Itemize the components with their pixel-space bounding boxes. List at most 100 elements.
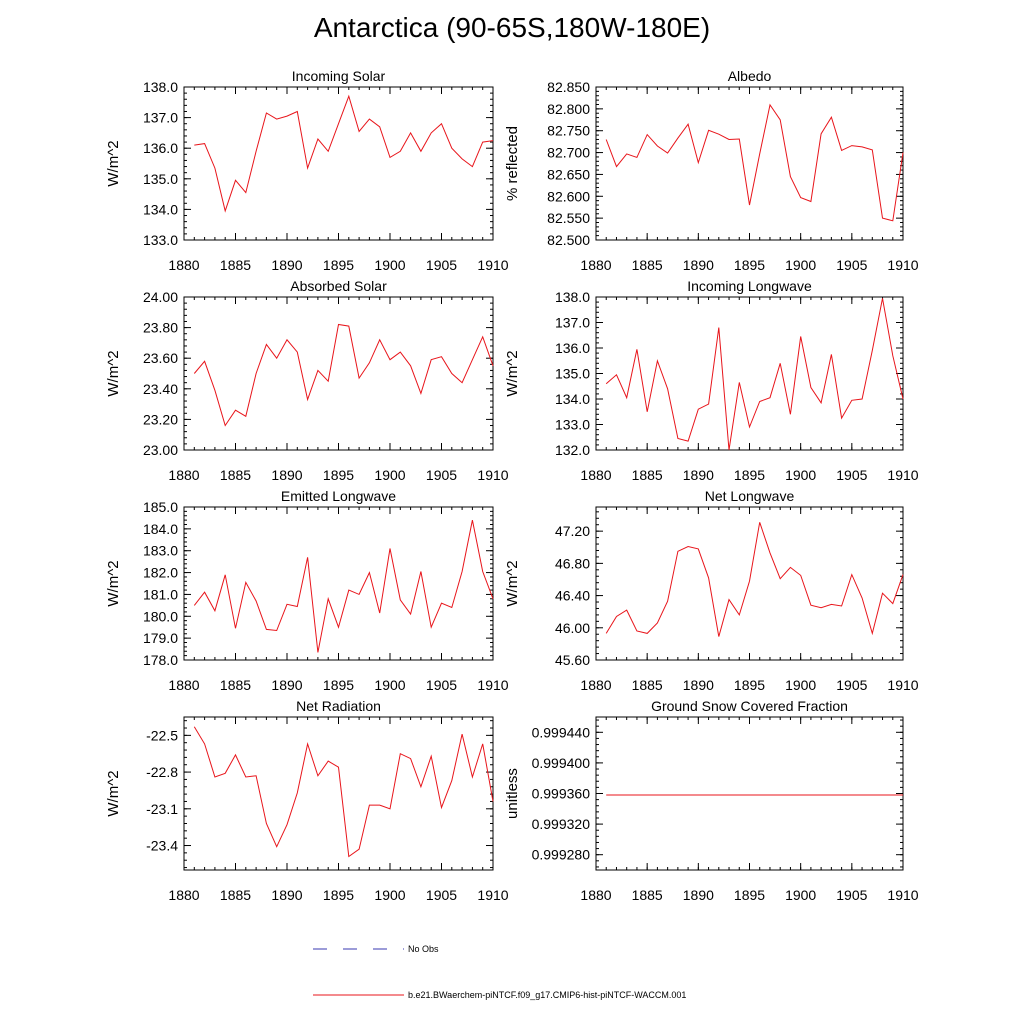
y-tick-label: 0.999360: [532, 786, 591, 802]
y-tick-label: 0.999280: [532, 847, 591, 863]
x-tick-label: 1880: [168, 257, 199, 273]
panel-title: Net Radiation: [296, 698, 381, 714]
x-tick-label: 1880: [580, 467, 611, 483]
y-axis-label: W/m^2: [105, 350, 122, 396]
y-tick-label: 183.0: [143, 543, 178, 559]
y-tick-label: 135.0: [555, 366, 590, 382]
y-tick-label: 178.0: [143, 652, 178, 668]
x-tick-label: 1885: [220, 257, 251, 273]
y-tick-label: 0.999320: [532, 816, 591, 832]
x-tick-label: 1900: [374, 257, 405, 273]
y-tick-label: 132.0: [555, 442, 590, 458]
y-tick-label: 134.0: [555, 391, 590, 407]
y-tick-label: 23.80: [143, 320, 178, 336]
y-axis-label: W/m^2: [105, 770, 122, 816]
x-tick-label: 1900: [785, 467, 816, 483]
y-axis-label: W/m^2: [105, 560, 122, 606]
x-tick-label: 1885: [632, 257, 663, 273]
y-tick-label: 82.800: [547, 101, 590, 117]
x-tick-label: 1880: [168, 887, 199, 903]
series-line: [193, 726, 494, 858]
y-tick-label: 0.999400: [532, 755, 591, 771]
y-tick-label: 23.60: [143, 350, 178, 366]
x-tick-label: 1895: [734, 887, 765, 903]
x-tick-label: 1905: [426, 257, 457, 273]
panel-title: Albedo: [728, 68, 772, 84]
y-tick-label: 134.0: [143, 201, 178, 217]
x-tick-label: 1900: [374, 887, 405, 903]
x-tick-label: 1885: [220, 467, 251, 483]
y-tick-label: 45.60: [555, 652, 590, 668]
series-line: [193, 323, 494, 427]
y-tick-label: 0.999440: [532, 724, 591, 740]
y-tick-label: 46.40: [555, 588, 590, 604]
panel-2: Albedo 1880 1885 1890 1895 1900 1905 1910 82.500…: [504, 68, 919, 273]
y-tick-label: 82.750: [547, 123, 590, 139]
y-tick-label: 23.20: [143, 411, 178, 427]
series-line: [605, 522, 904, 637]
x-tick-label: 1890: [683, 887, 714, 903]
series-line: [193, 520, 494, 653]
panel-title: Absorbed Solar: [290, 278, 387, 294]
x-tick-label: 1890: [683, 677, 714, 693]
x-tick-label: 1895: [323, 677, 354, 693]
x-tick-label: 1895: [734, 467, 765, 483]
panel-title: Incoming Solar: [292, 68, 386, 84]
x-tick-label: 1900: [374, 467, 405, 483]
page-title: Antarctica (90-65S,180W-180E): [313, 12, 711, 43]
y-tick-label: 82.550: [547, 210, 590, 226]
y-axis-label: unitless: [504, 768, 521, 819]
legend-obs-label: No Obs: [408, 944, 439, 954]
y-tick-label: 133.0: [143, 232, 178, 248]
y-tick-label: -23.4: [146, 838, 178, 854]
x-tick-label: 1885: [632, 467, 663, 483]
y-tick-label: 82.500: [547, 232, 590, 248]
x-tick-label: 1880: [580, 677, 611, 693]
x-tick-label: 1895: [734, 257, 765, 273]
x-tick-label: 1910: [477, 887, 508, 903]
x-tick-label: 1905: [836, 677, 867, 693]
x-tick-label: 1890: [271, 677, 302, 693]
y-tick-label: 133.0: [555, 417, 590, 433]
x-tick-label: 1910: [887, 887, 918, 903]
x-tick-label: 1890: [271, 467, 302, 483]
y-tick-label: -23.1: [146, 801, 178, 817]
x-tick-label: 1885: [220, 887, 251, 903]
x-tick-label: 1910: [887, 677, 918, 693]
y-tick-label: 184.0: [143, 521, 178, 537]
x-tick-label: 1910: [887, 467, 918, 483]
x-tick-label: 1880: [580, 257, 611, 273]
x-tick-label: 1890: [271, 257, 302, 273]
x-tick-label: 1905: [836, 467, 867, 483]
x-tick-label: 1895: [734, 677, 765, 693]
series-line: [194, 94, 494, 213]
y-tick-label: 23.40: [143, 381, 178, 397]
y-tick-label: 136.0: [143, 140, 178, 156]
y-tick-label: 47.20: [555, 523, 590, 539]
x-tick-label: 1885: [632, 677, 663, 693]
y-tick-label: 138.0: [143, 79, 178, 95]
x-tick-label: 1910: [477, 257, 508, 273]
y-tick-label: 46.00: [555, 620, 590, 636]
y-tick-label: 82.600: [547, 188, 590, 204]
x-tick-label: 1910: [887, 257, 918, 273]
y-tick-label: 179.0: [143, 630, 178, 646]
y-tick-label: 82.700: [547, 145, 590, 161]
panel-8: Ground Snow Covered Fraction 1880 1885 1890…: [504, 698, 919, 903]
x-tick-label: 1895: [323, 887, 354, 903]
panel-title: Ground Snow Covered Fraction: [651, 698, 848, 714]
panel-title: Emitted Longwave: [281, 488, 396, 504]
x-tick-label: 1880: [580, 887, 611, 903]
x-tick-label: 1905: [426, 467, 457, 483]
x-tick-label: 1890: [683, 257, 714, 273]
series-line: [605, 298, 904, 451]
y-tick-label: 46.80: [555, 555, 590, 571]
panel-title: Net Longwave: [705, 488, 795, 504]
x-tick-label: 1905: [836, 887, 867, 903]
y-tick-label: 185.0: [143, 499, 178, 515]
y-tick-label: 138.0: [555, 289, 590, 305]
legend-model-label: b.e21.BWaerchem-piNTCF.f09_g17.CMIP6-his…: [408, 990, 686, 1000]
y-tick-label: -22.5: [146, 727, 178, 743]
